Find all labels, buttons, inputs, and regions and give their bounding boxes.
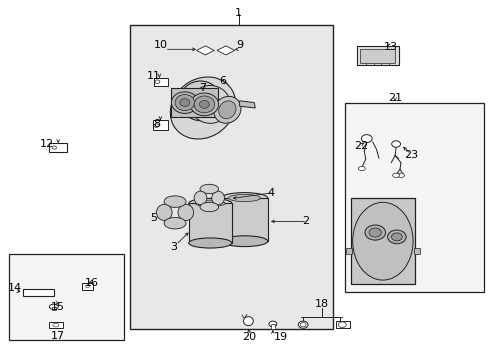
Text: 19: 19 <box>274 332 287 342</box>
Ellipse shape <box>85 285 89 288</box>
Ellipse shape <box>392 173 399 177</box>
Bar <box>9 254 123 340</box>
Text: 11: 11 <box>147 71 161 81</box>
Ellipse shape <box>217 82 227 90</box>
Ellipse shape <box>190 86 230 123</box>
Ellipse shape <box>52 146 57 149</box>
Text: 14: 14 <box>8 283 21 293</box>
Ellipse shape <box>53 323 59 327</box>
Text: 5: 5 <box>150 213 157 223</box>
Ellipse shape <box>199 100 209 108</box>
Text: 20: 20 <box>242 332 256 342</box>
Polygon shape <box>239 101 255 108</box>
Ellipse shape <box>358 166 365 171</box>
Bar <box>171 88 217 117</box>
Bar <box>346 248 351 254</box>
Ellipse shape <box>368 228 381 237</box>
Ellipse shape <box>243 317 253 325</box>
Bar <box>344 103 483 292</box>
Bar <box>336 321 349 328</box>
Ellipse shape <box>178 204 193 220</box>
Bar <box>413 248 419 254</box>
Ellipse shape <box>171 92 198 113</box>
Text: 13: 13 <box>384 42 397 52</box>
Bar <box>52 307 56 310</box>
Bar <box>82 283 93 290</box>
Ellipse shape <box>268 321 276 327</box>
Text: 23: 23 <box>403 150 417 160</box>
Bar <box>154 78 167 86</box>
Bar <box>129 25 332 329</box>
Ellipse shape <box>391 141 400 147</box>
Ellipse shape <box>300 323 305 327</box>
Ellipse shape <box>164 196 185 207</box>
Bar <box>49 322 62 328</box>
Ellipse shape <box>221 193 267 203</box>
Ellipse shape <box>156 204 172 220</box>
Text: 12: 12 <box>40 139 53 149</box>
Ellipse shape <box>298 321 307 328</box>
Polygon shape <box>196 46 214 55</box>
Ellipse shape <box>387 230 406 244</box>
Ellipse shape <box>194 96 214 113</box>
Ellipse shape <box>213 96 241 123</box>
Ellipse shape <box>190 93 218 116</box>
Polygon shape <box>217 46 234 55</box>
Text: 18: 18 <box>314 299 328 309</box>
Bar <box>23 289 54 296</box>
Ellipse shape <box>164 217 185 229</box>
Ellipse shape <box>200 184 218 194</box>
Text: 15: 15 <box>51 302 64 312</box>
Text: 22: 22 <box>353 141 367 151</box>
Ellipse shape <box>361 135 371 143</box>
Ellipse shape <box>221 236 267 247</box>
Ellipse shape <box>175 95 194 111</box>
Bar <box>350 198 414 284</box>
Bar <box>356 46 398 65</box>
Bar <box>152 120 168 130</box>
Ellipse shape <box>228 194 260 202</box>
Bar <box>188 203 231 243</box>
Text: 1: 1 <box>235 8 242 18</box>
Ellipse shape <box>397 173 404 177</box>
Ellipse shape <box>180 99 189 107</box>
Ellipse shape <box>49 304 58 309</box>
Ellipse shape <box>211 191 224 205</box>
Ellipse shape <box>200 87 208 94</box>
Bar <box>49 143 67 152</box>
Bar <box>270 324 274 329</box>
Ellipse shape <box>155 80 160 84</box>
Text: 6: 6 <box>219 76 225 86</box>
Text: 3: 3 <box>170 242 177 252</box>
Ellipse shape <box>194 191 206 205</box>
Ellipse shape <box>179 81 221 121</box>
Bar <box>360 49 394 63</box>
Ellipse shape <box>364 225 385 240</box>
Text: 2: 2 <box>302 216 308 226</box>
Bar <box>221 198 267 241</box>
Ellipse shape <box>338 322 346 328</box>
Ellipse shape <box>195 200 224 207</box>
Text: 16: 16 <box>85 278 99 288</box>
Text: 21: 21 <box>387 93 401 103</box>
Ellipse shape <box>352 202 412 280</box>
Text: 17: 17 <box>51 330 64 341</box>
Ellipse shape <box>391 233 402 241</box>
Ellipse shape <box>154 124 159 127</box>
Ellipse shape <box>188 198 231 208</box>
Ellipse shape <box>200 202 218 212</box>
Text: 8: 8 <box>153 119 160 129</box>
Text: 10: 10 <box>153 40 167 50</box>
Text: 9: 9 <box>236 40 243 50</box>
Text: 7: 7 <box>199 83 206 93</box>
Text: 4: 4 <box>267 188 274 198</box>
Ellipse shape <box>170 77 235 139</box>
Ellipse shape <box>218 101 236 119</box>
Ellipse shape <box>188 238 231 248</box>
